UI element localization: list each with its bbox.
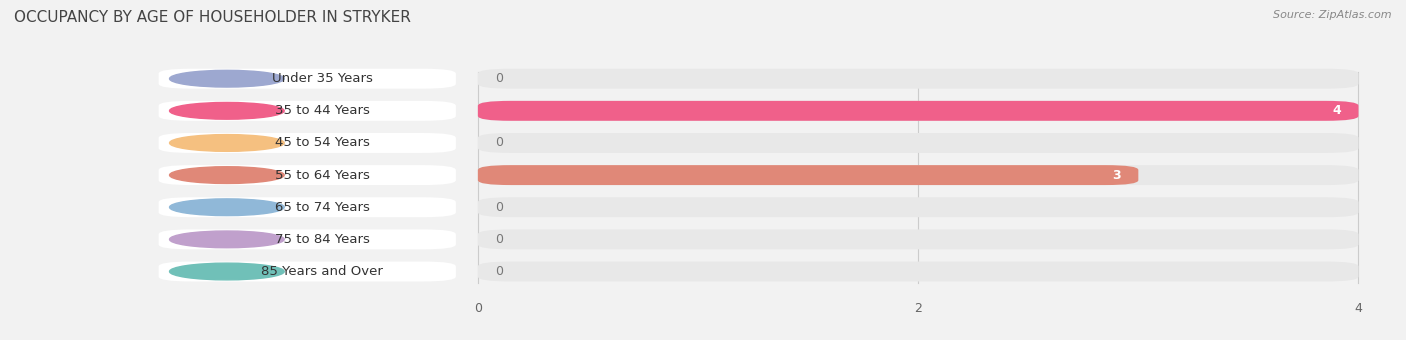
Text: 85 Years and Over: 85 Years and Over — [262, 265, 382, 278]
FancyBboxPatch shape — [478, 165, 1139, 185]
Text: 0: 0 — [495, 136, 503, 150]
Text: 0: 0 — [495, 265, 503, 278]
Text: 75 to 84 Years: 75 to 84 Years — [274, 233, 370, 246]
Text: Under 35 Years: Under 35 Years — [271, 72, 373, 85]
FancyBboxPatch shape — [478, 133, 1358, 153]
Text: OCCUPANCY BY AGE OF HOUSEHOLDER IN STRYKER: OCCUPANCY BY AGE OF HOUSEHOLDER IN STRYK… — [14, 10, 411, 25]
FancyBboxPatch shape — [478, 197, 1358, 217]
FancyBboxPatch shape — [159, 101, 456, 121]
Text: 0: 0 — [495, 72, 503, 85]
FancyBboxPatch shape — [478, 230, 1358, 249]
Circle shape — [170, 135, 284, 151]
Text: 3: 3 — [1112, 169, 1121, 182]
FancyBboxPatch shape — [478, 261, 1358, 282]
FancyBboxPatch shape — [478, 165, 1358, 185]
FancyBboxPatch shape — [478, 101, 1358, 121]
Text: 0: 0 — [495, 201, 503, 214]
Circle shape — [170, 102, 284, 119]
Text: 35 to 44 Years: 35 to 44 Years — [274, 104, 370, 117]
Text: 55 to 64 Years: 55 to 64 Years — [274, 169, 370, 182]
FancyBboxPatch shape — [159, 165, 456, 185]
FancyBboxPatch shape — [159, 230, 456, 249]
FancyBboxPatch shape — [159, 261, 456, 282]
Circle shape — [170, 199, 284, 216]
Text: 4: 4 — [1331, 104, 1341, 117]
FancyBboxPatch shape — [159, 69, 456, 89]
FancyBboxPatch shape — [478, 69, 1358, 89]
Circle shape — [170, 70, 284, 87]
Circle shape — [170, 231, 284, 248]
Text: 45 to 54 Years: 45 to 54 Years — [274, 136, 370, 150]
FancyBboxPatch shape — [159, 197, 456, 217]
Text: Source: ZipAtlas.com: Source: ZipAtlas.com — [1274, 10, 1392, 20]
Text: 0: 0 — [495, 233, 503, 246]
FancyBboxPatch shape — [159, 133, 456, 153]
Circle shape — [170, 167, 284, 184]
Circle shape — [170, 263, 284, 280]
Text: 65 to 74 Years: 65 to 74 Years — [274, 201, 370, 214]
FancyBboxPatch shape — [478, 101, 1358, 121]
